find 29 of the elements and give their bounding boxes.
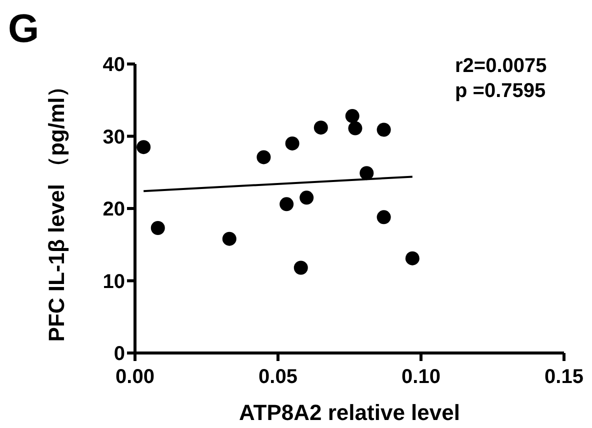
x-tick-label: 0.15 (544, 366, 584, 388)
y-axis-title: PFC IL-1β level （pg/ml） (44, 75, 69, 342)
point (376, 122, 391, 137)
x-axis-title: ATP8A2 relative level (239, 400, 460, 425)
point (136, 140, 151, 154)
chart-title: G (8, 7, 40, 51)
point (256, 150, 271, 164)
point (300, 190, 314, 205)
point (314, 120, 328, 135)
point (348, 121, 362, 136)
y-tick-label: 30 (102, 126, 125, 148)
y-tick-label: 40 (102, 54, 125, 76)
point (294, 260, 308, 275)
y-tick-label: 20 (102, 198, 125, 220)
y-tick-label: 0 (114, 343, 125, 365)
point (376, 210, 391, 224)
point (285, 136, 300, 150)
y-tick-label: 10 (102, 270, 125, 293)
point (280, 197, 294, 212)
x-tick-label: 0.00 (116, 366, 154, 388)
point (345, 109, 360, 124)
point (360, 166, 374, 180)
point (222, 232, 236, 246)
annotation: p =0.7595 (455, 80, 546, 102)
x-tick-label: 0.05 (258, 366, 298, 388)
x-tick-label: 0.10 (402, 366, 440, 388)
annotation: r2=0.0075 (455, 55, 547, 77)
point (405, 251, 420, 266)
point (150, 221, 165, 236)
